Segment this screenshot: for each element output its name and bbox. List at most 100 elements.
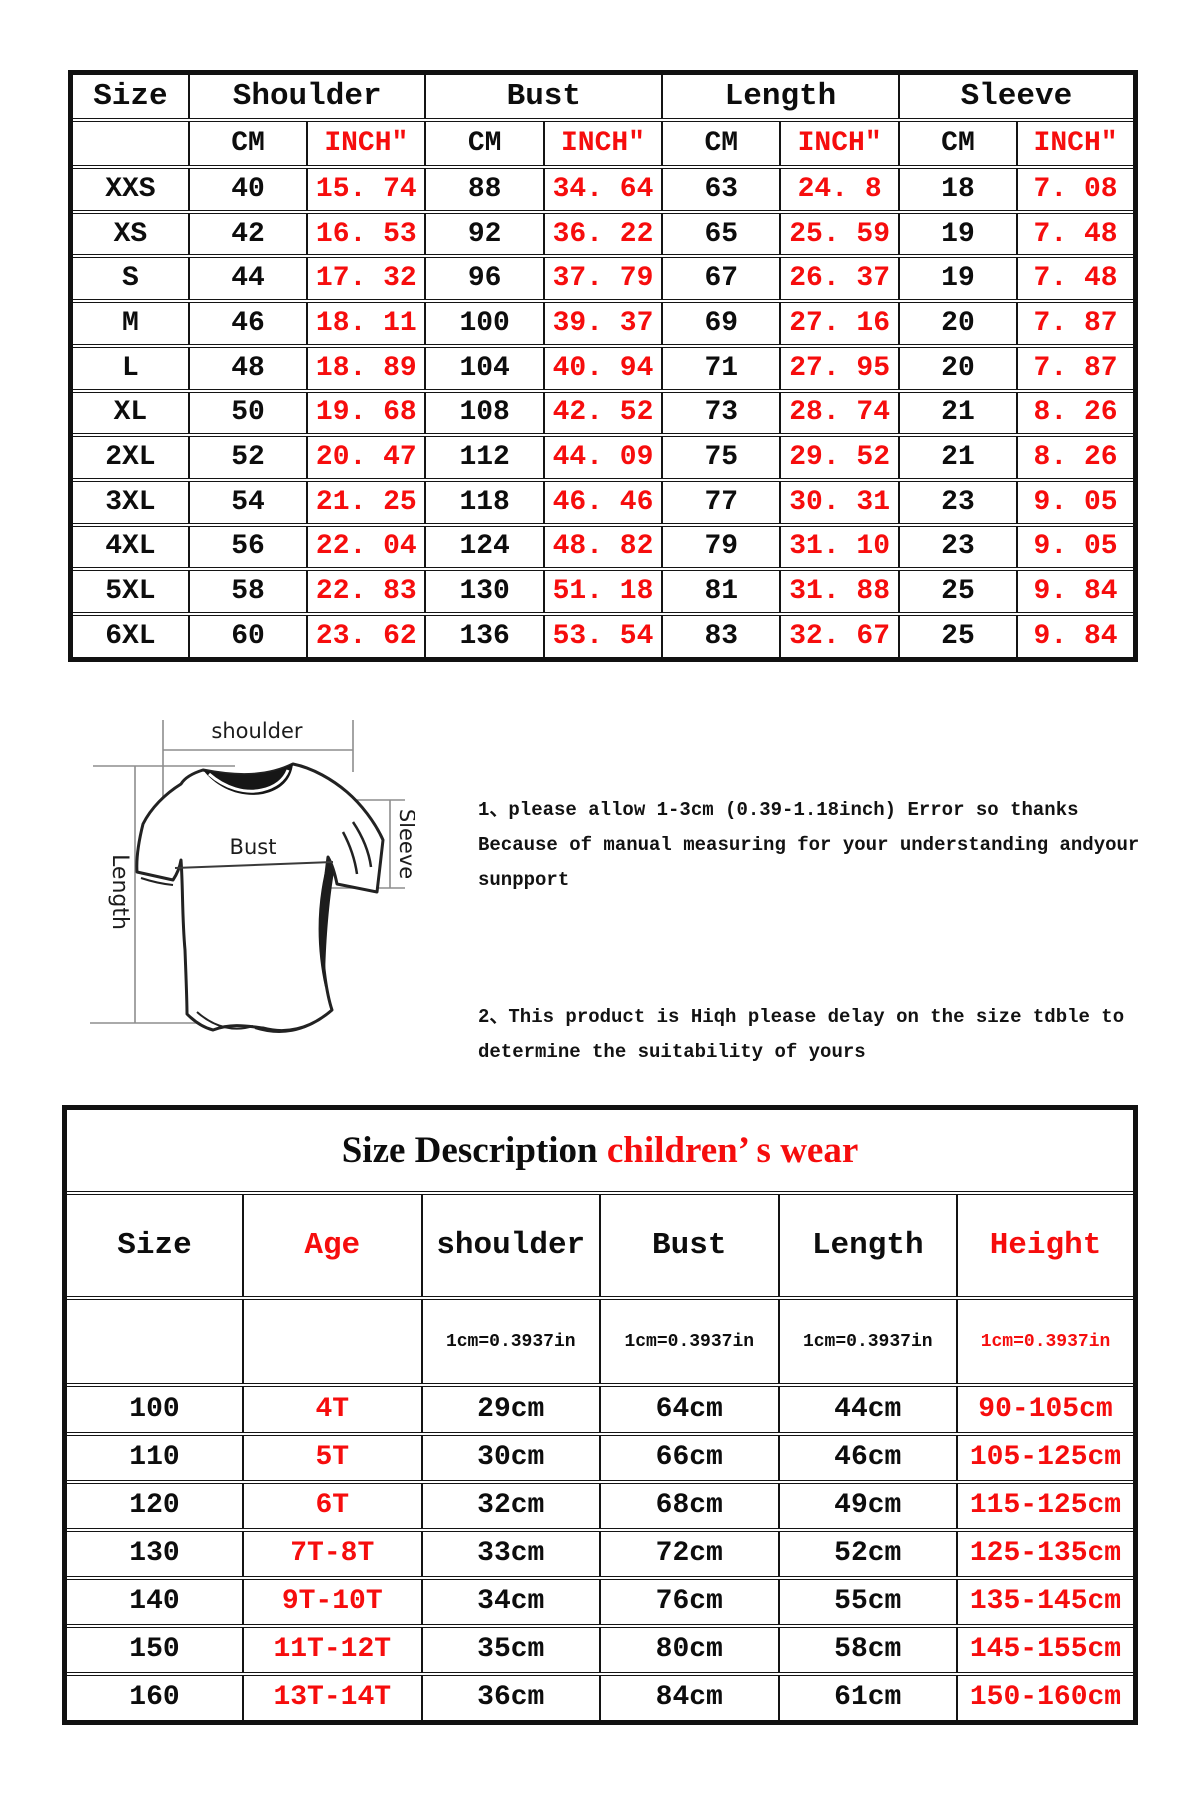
size-label: M — [69, 299, 190, 348]
measurement-value: 50 — [187, 388, 309, 438]
measurement-value: 23. 62 — [306, 612, 427, 662]
children-value: 55cm — [777, 1575, 958, 1628]
measurement-value: 46. 46 — [542, 477, 664, 527]
children-value: 58cm — [777, 1623, 958, 1676]
measurement-lines — [90, 720, 405, 1024]
adult-size-row-xl: XL 50 19. 68 108 42. 52 73 28. 74 21 8. 26 — [69, 388, 1137, 438]
children-value: 36cm — [420, 1671, 601, 1725]
children-size-row-160: 160 13T-14T 36cm 84cm 61cm 150-160cm — [63, 1671, 1137, 1725]
adult-size-table: Size Shoulder Bust Length Sleeve CM INCH″ CM IN… — [68, 70, 1138, 662]
measurement-value: 24. 8 — [779, 165, 900, 214]
measurement-value: 36. 22 — [542, 209, 664, 259]
measurement-value: 21 — [897, 433, 1019, 482]
children-value: 46cm — [777, 1431, 958, 1484]
measurement-value: 44. 09 — [542, 433, 664, 482]
measurement-value: 130 — [424, 567, 545, 617]
children-value: 9T-10T — [242, 1575, 423, 1628]
adult-size-row-s: S 44 17. 32 96 37. 79 67 26. 37 19 7. 48 — [69, 254, 1137, 304]
children-value: 90-105cm — [956, 1383, 1137, 1436]
measurement-value: 20 — [897, 299, 1019, 348]
adult-unit-cell: INCH″ — [779, 118, 900, 169]
children-value: 64cm — [599, 1383, 780, 1436]
measurement-value: 22. 04 — [306, 522, 427, 572]
sleeve-label: Sleeve — [395, 809, 415, 879]
fold-shadow — [318, 860, 334, 987]
size-label: L — [69, 343, 190, 393]
adult-size-row-m: M 46 18. 11 100 39. 37 69 27. 16 20 7. 87 — [69, 299, 1137, 348]
shoulder-label: shoulder — [211, 719, 302, 743]
measurement-value: 60 — [187, 612, 309, 662]
adult-unit-cell: CM — [187, 118, 309, 169]
size-label: 4XL — [69, 522, 190, 572]
measurement-value: 29. 52 — [779, 433, 900, 482]
measurement-value: 27. 95 — [779, 343, 900, 393]
measurement-value: 21 — [897, 388, 1019, 438]
measurement-value: 19 — [897, 209, 1019, 259]
measurement-value: 25 — [897, 567, 1019, 617]
adult-unit-cell: CM — [661, 118, 782, 169]
adult-size-row-xs: XS 42 16. 53 92 36. 22 65 25. 59 19 7. 48 — [69, 209, 1137, 259]
measurement-value: 18 — [897, 165, 1019, 214]
measurement-value: 9. 05 — [1016, 522, 1137, 572]
measurement-value: 23 — [897, 477, 1019, 527]
measurement-value: 39. 37 — [542, 299, 664, 348]
children-value: 6T — [242, 1479, 423, 1532]
size-label: XXS — [69, 165, 190, 214]
adult-unit-blank — [69, 118, 190, 169]
adult-header-shoulder: Shoulder — [187, 70, 427, 122]
children-size-row-130: 130 7T-8T 33cm 72cm 52cm 125-135cm — [63, 1527, 1137, 1580]
measurement-value: 63 — [661, 165, 782, 214]
children-size-table-grid: Size Description children’ s wear Size Ag… — [62, 1105, 1138, 1725]
size-label: S — [69, 254, 190, 304]
size-label: XS — [69, 209, 190, 259]
adult-size-table-grid: Size Shoulder Bust Length Sleeve CM INCH″ CM IN… — [68, 70, 1138, 662]
measurement-value: 8. 26 — [1016, 388, 1137, 438]
measurement-value: 40 — [187, 165, 309, 214]
measurement-value: 31. 88 — [779, 567, 900, 617]
adult-size-row-3xl: 3XL 54 21. 25 118 46. 46 77 30. 31 23 9. 05 — [69, 477, 1137, 527]
tshirt-diagram-svg: shoulder Length Bust Sleeve — [90, 719, 419, 1033]
adult-size-row-5xl: 5XL 58 22. 83 130 51. 18 81 31. 88 25 9. 84 — [69, 567, 1137, 617]
conversion-cell: 1cm=0.3937in — [777, 1295, 958, 1388]
size-label: 2XL — [69, 433, 190, 482]
measurement-value: 26. 37 — [779, 254, 900, 304]
children-value: 105-125cm — [956, 1431, 1137, 1484]
measurement-value: 75 — [661, 433, 782, 482]
children-value: 68cm — [599, 1479, 780, 1532]
measurement-value: 118 — [424, 477, 545, 527]
conversion-cell: 1cm=0.3937in — [599, 1295, 780, 1388]
conversion-cell: 1cm=0.3937in — [956, 1295, 1137, 1388]
length-label: Length — [107, 854, 132, 930]
adult-table-unit-row: CM INCH″ CM INCH″ CM INCH″ CM INCH″ — [69, 118, 1137, 169]
children-value: 125-135cm — [956, 1527, 1137, 1580]
adult-unit-cell: CM — [424, 118, 545, 169]
conversion-cell: 1cm=0.3937in — [420, 1295, 601, 1388]
note-line: 2、This product is Hiqh please delay on t… — [478, 1006, 1125, 1028]
measurement-value: 34. 64 — [542, 165, 664, 214]
measurement-value: 19. 68 — [306, 388, 427, 438]
measurement-value: 31. 10 — [779, 522, 900, 572]
measurement-value: 81 — [661, 567, 782, 617]
size-label: 6XL — [69, 612, 190, 662]
measurement-value: 23 — [897, 522, 1019, 572]
children-value: 66cm — [599, 1431, 780, 1484]
size-label: 3XL — [69, 477, 190, 527]
left-sleeve-hem-line — [140, 877, 174, 886]
children-value: 84cm — [599, 1671, 780, 1725]
measurement-value: 73 — [661, 388, 782, 438]
measurement-value: 27. 16 — [779, 299, 900, 348]
adult-unit-cell: INCH″ — [542, 118, 664, 169]
children-header-size: Size — [63, 1191, 244, 1300]
children-size-row-110: 110 5T 30cm 66cm 46cm 105-125cm — [63, 1431, 1137, 1484]
measurement-value: 40. 94 — [542, 343, 664, 393]
measurement-value: 7. 87 — [1016, 299, 1137, 348]
note-line: Because of manual measuring for your und… — [478, 834, 1140, 856]
measurement-value: 9. 84 — [1016, 612, 1137, 662]
measurement-value: 15. 74 — [306, 165, 427, 214]
children-value: 160 — [63, 1671, 244, 1725]
children-value: 29cm — [420, 1383, 601, 1436]
hem-wrinkle-lines — [196, 1011, 328, 1033]
measurement-value: 69 — [661, 299, 782, 348]
measurement-value: 83 — [661, 612, 782, 662]
bust-label: Bust — [230, 835, 277, 859]
